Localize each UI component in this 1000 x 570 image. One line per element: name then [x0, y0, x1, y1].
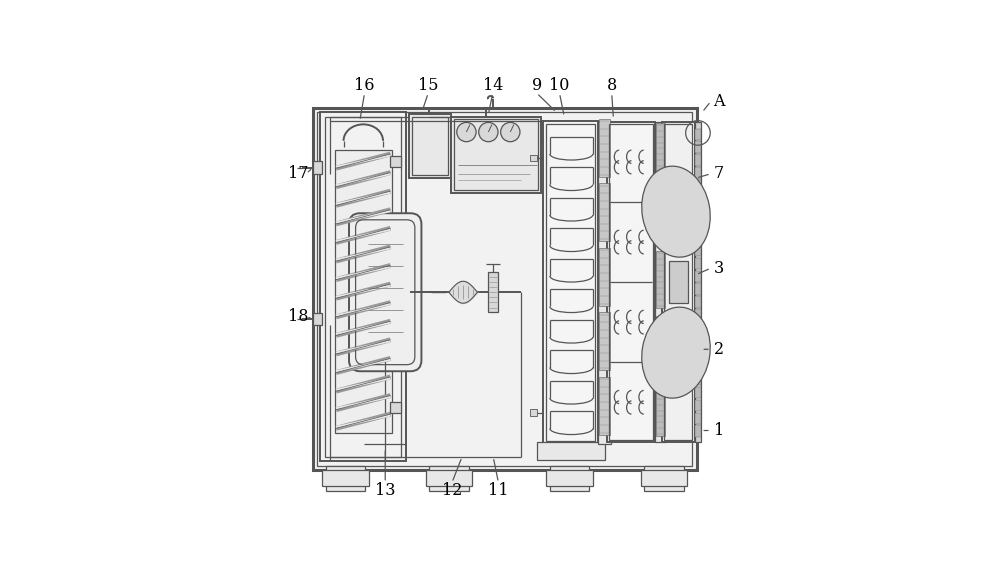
Bar — [695, 413, 701, 424]
Bar — [662, 122, 695, 442]
Bar — [695, 271, 701, 282]
Bar — [695, 335, 701, 347]
Bar — [313, 313, 322, 325]
Bar — [695, 425, 701, 437]
Bar — [326, 466, 365, 491]
Text: 2: 2 — [714, 341, 724, 358]
Bar — [656, 316, 665, 372]
Bar — [695, 167, 701, 179]
Text: 13: 13 — [375, 482, 395, 499]
Bar — [451, 117, 541, 193]
Bar — [695, 374, 701, 385]
Bar — [641, 470, 687, 486]
Ellipse shape — [642, 166, 710, 257]
Ellipse shape — [642, 307, 710, 398]
Bar — [695, 322, 701, 334]
Bar — [390, 156, 401, 167]
Bar — [669, 261, 688, 303]
Bar — [598, 121, 611, 443]
Bar — [695, 310, 701, 321]
Text: 11: 11 — [488, 482, 509, 499]
Text: 12: 12 — [442, 482, 462, 499]
Bar — [543, 121, 598, 443]
Bar — [695, 387, 701, 398]
Text: A: A — [713, 93, 725, 110]
Bar — [537, 442, 605, 460]
Bar — [695, 122, 701, 442]
Text: 3: 3 — [714, 259, 724, 276]
Bar — [695, 348, 701, 360]
Bar — [599, 312, 610, 370]
Bar — [656, 251, 665, 308]
FancyBboxPatch shape — [349, 213, 421, 371]
Bar — [335, 149, 392, 433]
Bar — [454, 119, 538, 190]
Text: 9: 9 — [532, 76, 542, 93]
Bar — [317, 112, 692, 466]
Bar — [664, 124, 692, 440]
Bar — [599, 377, 610, 435]
Bar — [390, 402, 401, 413]
Bar — [599, 248, 610, 306]
Bar — [695, 180, 701, 192]
Bar — [546, 124, 595, 441]
Bar — [695, 219, 701, 230]
Bar — [409, 115, 451, 178]
Bar — [695, 400, 701, 411]
Bar — [426, 470, 472, 486]
Bar — [607, 122, 655, 442]
Bar — [599, 184, 610, 241]
Bar — [320, 112, 406, 461]
Bar — [322, 470, 369, 486]
Circle shape — [479, 123, 498, 142]
Bar — [695, 258, 701, 269]
Bar — [656, 123, 665, 180]
Text: 8: 8 — [607, 76, 617, 93]
Bar — [695, 206, 701, 218]
Bar — [656, 188, 665, 243]
Text: 1: 1 — [714, 422, 724, 439]
Text: 7: 7 — [714, 165, 724, 182]
Bar — [695, 128, 701, 140]
Bar — [695, 245, 701, 256]
Circle shape — [501, 123, 520, 142]
Bar — [546, 470, 593, 486]
Bar — [695, 232, 701, 243]
Bar — [530, 155, 537, 161]
Bar — [488, 272, 498, 312]
Bar — [656, 380, 665, 435]
Bar — [429, 466, 469, 491]
Text: 18: 18 — [288, 308, 309, 325]
Bar — [609, 124, 653, 440]
Text: 16: 16 — [354, 76, 375, 93]
Bar — [599, 119, 610, 177]
Bar — [313, 108, 697, 470]
Bar — [644, 466, 684, 491]
Text: 17: 17 — [288, 165, 309, 182]
Bar — [313, 161, 322, 174]
Bar — [695, 141, 701, 153]
Circle shape — [457, 123, 476, 142]
Bar — [695, 296, 701, 308]
Bar — [550, 466, 589, 491]
Bar — [655, 122, 666, 442]
Text: 10: 10 — [549, 76, 570, 93]
Bar — [695, 154, 701, 166]
Bar — [412, 117, 448, 175]
Text: 15: 15 — [418, 76, 438, 93]
Bar — [695, 361, 701, 373]
Bar — [325, 117, 401, 457]
Bar — [695, 193, 701, 205]
Text: 14: 14 — [483, 76, 503, 93]
Bar — [695, 283, 701, 295]
Bar — [530, 409, 537, 416]
